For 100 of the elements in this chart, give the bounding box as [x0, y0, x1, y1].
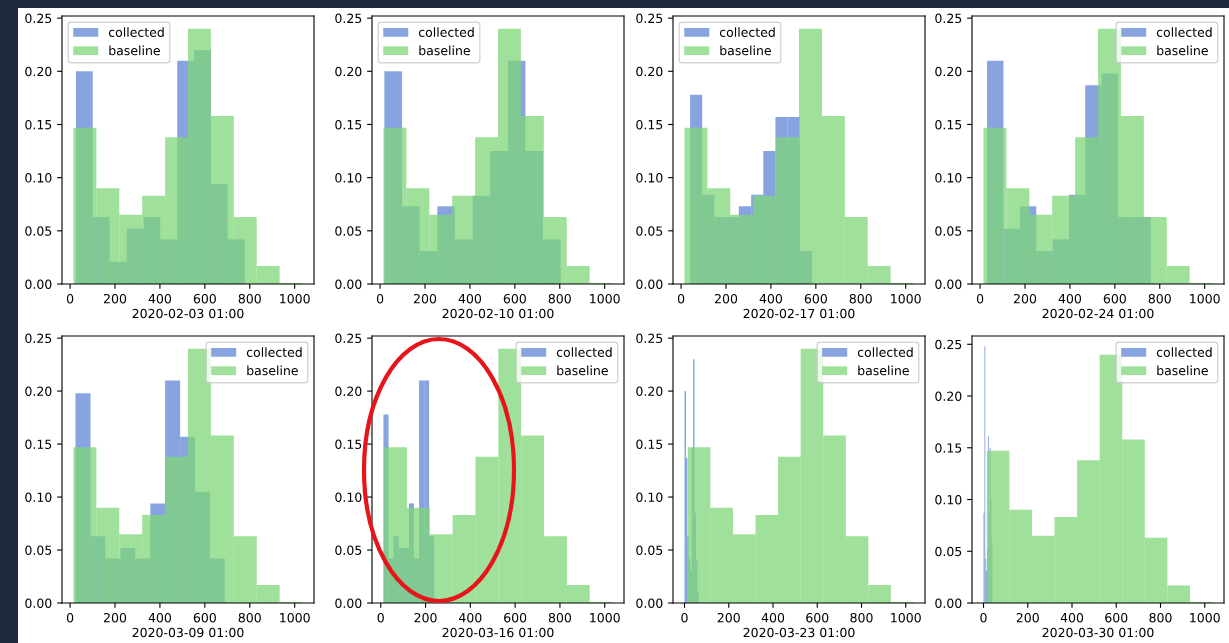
legend-label: collected — [1156, 27, 1212, 37]
y-tick-label: 0.20 — [935, 66, 962, 77]
legend-label: collected — [108, 27, 164, 37]
y-tick-label: 0.20 — [25, 66, 52, 77]
y-tick-label: 0.25 — [25, 13, 52, 24]
y-tick-label: 0.10 — [935, 494, 962, 505]
y-tick-label: 0.05 — [636, 545, 663, 555]
y-tick-label: 0.20 — [636, 386, 663, 397]
legend-label: baseline — [1157, 365, 1208, 376]
y-tick-label: 0.10 — [636, 173, 663, 183]
y-tick-label: 0.15 — [935, 119, 962, 130]
x-tick-label: 800 — [548, 612, 572, 623]
x-tick-label: 600 — [804, 293, 827, 304]
x-tick-label: 600 — [503, 293, 526, 304]
y-tick-label: 0.05 — [335, 545, 362, 555]
y-tick-label: 0.05 — [25, 545, 52, 555]
x-tick-label: 200 — [717, 612, 740, 623]
x-tick-label: 200 — [1016, 612, 1039, 623]
x-axis-title: 2020-02-10 01:00 — [442, 308, 554, 319]
x-tick-label: 400 — [1060, 612, 1084, 623]
x-tick-label: 600 — [193, 612, 216, 623]
y-tick-label: 0.25 — [335, 333, 362, 344]
x-tick-label: 200 — [1013, 293, 1037, 304]
y-tick-label: 0.15 — [335, 439, 362, 449]
x-tick-label: 800 — [850, 612, 873, 623]
y-tick-label: 0.10 — [636, 492, 663, 502]
x-tick-label: 1000 — [280, 293, 310, 304]
y-tick-label: 0.20 — [25, 386, 52, 397]
x-tick-label: 800 — [849, 293, 872, 304]
x-tick-label: 600 — [806, 612, 829, 623]
legend-label: baseline — [858, 365, 909, 376]
y-tick-label: 0.00 — [335, 598, 362, 608]
x-tick-label: 200 — [103, 293, 127, 304]
y-tick-label: 0.25 — [636, 13, 663, 24]
x-tick-label: 800 — [548, 293, 571, 304]
x-tick-label: 400 — [148, 612, 172, 623]
y-tick-label: 0.00 — [335, 279, 362, 289]
x-tick-label: 600 — [193, 293, 216, 304]
y-tick-label: 0.10 — [335, 173, 362, 183]
x-tick-label: 400 — [761, 612, 785, 623]
y-tick-label: 0.25 — [636, 333, 663, 344]
x-axis-title: 2020-03-30 01:00 — [1042, 627, 1154, 638]
y-tick-label: 0.20 — [335, 66, 362, 77]
x-tick-label: 600 — [1103, 293, 1126, 304]
x-axis-title: 2020-03-09 01:00 — [132, 627, 244, 638]
legend-label: baseline — [419, 45, 470, 56]
x-tick-label: 0 — [66, 293, 74, 304]
legend-label: baseline — [720, 45, 771, 56]
x-tick-label: 200 — [103, 612, 127, 623]
legend-label: collected — [246, 347, 302, 357]
y-tick-label: 0.15 — [636, 439, 663, 449]
x-tick-label: 0 — [377, 612, 384, 623]
x-tick-label: 1000 — [891, 293, 921, 304]
legend-label: collected — [1156, 347, 1212, 357]
x-tick-label: 800 — [238, 612, 261, 623]
x-axis-title: 2020-03-16 01:00 — [442, 627, 554, 638]
y-tick-label: 0.05 — [935, 546, 962, 557]
x-tick-label: 400 — [459, 612, 482, 623]
y-tick-label: 0.00 — [636, 279, 663, 289]
y-tick-label: 0.00 — [25, 598, 52, 608]
legend-label: collected — [418, 27, 474, 37]
y-tick-label: 0.25 — [335, 13, 362, 24]
x-tick-label: 1000 — [891, 612, 921, 623]
y-tick-label: 0.15 — [25, 119, 52, 130]
x-tick-label: 1000 — [1190, 293, 1220, 304]
x-tick-label: 400 — [458, 293, 482, 304]
y-tick-label: 0.00 — [935, 598, 962, 608]
x-tick-label: 800 — [1149, 612, 1172, 623]
x-axis-title: 2020-02-03 01:00 — [132, 308, 244, 319]
x-tick-label: 400 — [1058, 293, 1082, 304]
x-tick-label: 800 — [1148, 293, 1171, 304]
x-axis-title: 2020-02-24 01:00 — [1042, 308, 1154, 319]
x-tick-label: 200 — [714, 293, 738, 304]
legend-label: collected — [556, 347, 612, 357]
legend-label: baseline — [1157, 45, 1208, 56]
y-tick-label: 0.25 — [935, 339, 962, 350]
x-tick-label: 600 — [1105, 612, 1128, 623]
x-tick-label: 0 — [376, 293, 384, 304]
x-tick-label: 0 — [980, 612, 987, 623]
x-axis-title: 2020-03-23 01:00 — [743, 627, 855, 638]
x-tick-label: 600 — [504, 612, 527, 623]
y-tick-label: 0.05 — [25, 226, 52, 236]
y-tick-label: 0.05 — [335, 226, 362, 236]
y-tick-label: 0.00 — [636, 598, 663, 608]
x-tick-label: 0 — [66, 612, 74, 623]
legend-label: collected — [857, 347, 913, 357]
x-tick-label: 400 — [148, 293, 172, 304]
y-tick-label: 0.25 — [935, 13, 962, 24]
y-tick-label: 0.00 — [935, 279, 962, 289]
y-tick-label: 0.05 — [935, 226, 962, 236]
y-tick-label: 0.20 — [935, 391, 962, 401]
x-axis-title: 2020-02-17 01:00 — [743, 308, 855, 319]
y-tick-label: 0.15 — [25, 439, 52, 449]
x-tick-label: 1000 — [590, 612, 620, 623]
x-tick-label: 800 — [238, 293, 261, 304]
y-tick-label: 0.05 — [636, 226, 663, 236]
x-tick-label: 1000 — [280, 612, 310, 623]
y-tick-label: 0.10 — [25, 173, 52, 183]
y-tick-label: 0.10 — [935, 173, 962, 183]
y-tick-label: 0.15 — [335, 119, 362, 130]
